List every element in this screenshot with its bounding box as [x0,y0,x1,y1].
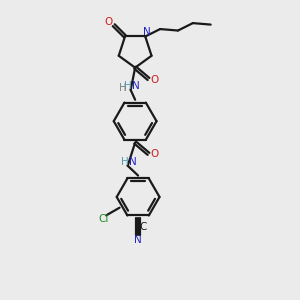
Text: O: O [150,149,159,160]
Text: H: H [119,82,127,93]
Text: Cl: Cl [98,214,108,224]
Text: N: N [142,27,150,37]
Text: H: H [124,81,132,92]
Text: N: N [134,235,142,245]
Text: H: H [122,157,129,167]
Text: N: N [129,157,137,167]
Text: O: O [150,75,159,85]
Text: N: N [132,81,140,92]
Text: H: H [119,82,127,93]
Text: O: O [104,16,113,27]
Text: C: C [140,221,147,232]
